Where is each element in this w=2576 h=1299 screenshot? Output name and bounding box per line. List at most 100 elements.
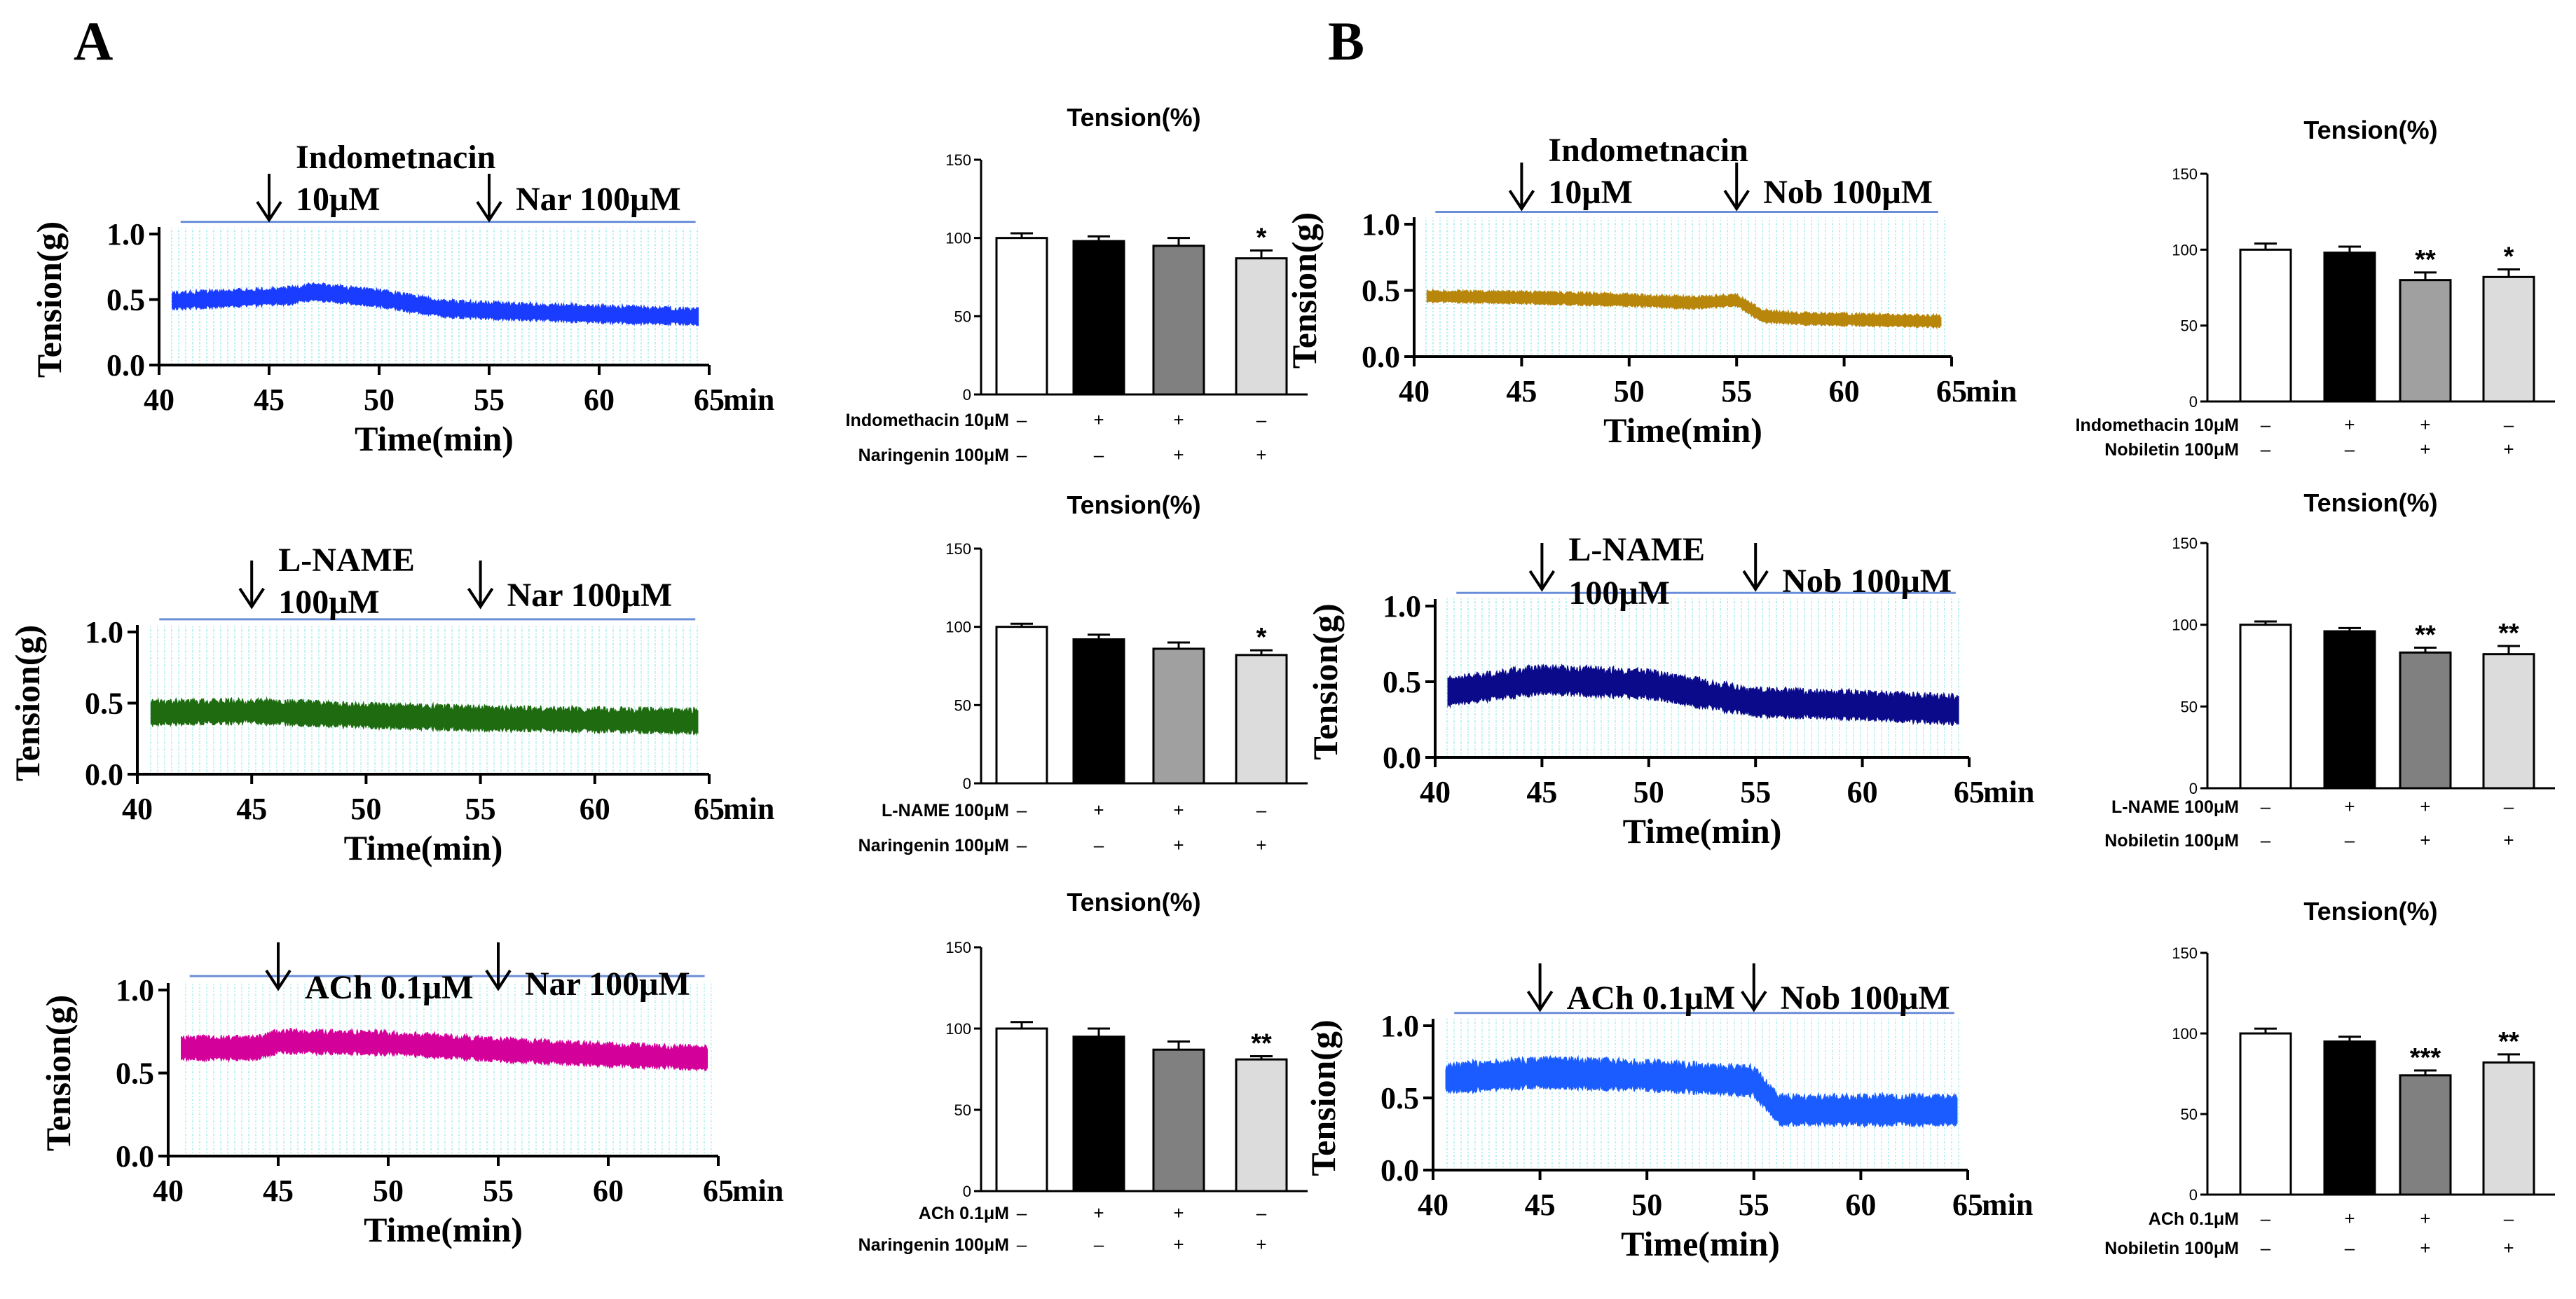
bar [1235,257,1288,396]
drug-arrow-icon [1526,963,1554,1012]
treatment-mark: + [1173,799,1184,820]
x-tick-label: 50 [1633,775,1664,809]
bar-y-tick-label: 150 [945,151,971,169]
treatment-mark: – [2261,1208,2271,1229]
treatment-mark: + [1093,1202,1104,1223]
bar-y-tick-label: 0 [2189,1186,2198,1204]
y-tick-label: 0.0 [107,348,145,383]
bar [2239,624,2292,790]
treatment-mark: – [2504,414,2514,435]
bar-chart-title: Tension(%) [2303,897,2437,926]
x-tick-label: 65 [1952,1188,1983,1222]
trace-grid [149,624,703,774]
treatment-mark: – [1017,834,1027,855]
bar-y-tick-label: 150 [2172,535,2198,552]
x-tick-label: 55 [465,792,496,826]
treatment-mark: – [2261,796,2271,817]
panel-label-a: A [74,11,113,71]
treatment-label: Nobiletin 100μM [2104,1239,2239,1258]
x-tick-label: 45 [254,383,285,417]
significance-marker: ** [2498,1027,2519,1057]
bar-y-tick-label: 0 [963,386,971,404]
bar [2323,252,2376,403]
drug-arrow-icon [485,942,512,991]
bar-y-tick-label: 100 [945,1020,971,1038]
bar-y-tick-label: 100 [945,619,971,636]
bar-chart-title: Tension(%) [2303,488,2437,517]
drug-annotation: Nar 100μM [516,181,681,218]
bar [2482,653,2535,790]
x-axis-label: Time(min) [364,1210,523,1249]
x-unit-label: min [1982,1188,2033,1222]
treatment-mark: + [2420,830,2430,851]
x-tick-label: 40 [144,383,174,417]
x-unit-label: min [723,383,774,417]
y-tick-label: 1.0 [85,615,123,650]
drug-annotation: L-NAME [278,542,415,579]
bar [1072,638,1125,785]
drug-arrow-icon [476,174,502,223]
bar-y-tick-label: 0 [963,1183,971,1200]
bar-y-tick-label: 0 [963,775,971,792]
drug-arrow-icon [238,561,265,610]
treatment-mark: – [1017,409,1027,430]
drug-annotation: Nob 100μM [1781,980,1950,1017]
x-axis-label: Time(min) [1621,1224,1780,1263]
bar [1235,1058,1288,1193]
bar-y-tick-label: 0 [2189,393,2198,411]
drug-arrow-icon [265,942,292,991]
treatment-mark: – [2345,439,2355,460]
significance-marker: *** [2410,1043,2441,1073]
significance-marker: ** [1251,1029,1272,1058]
y-axis-label: Tension(g) [1284,212,1324,369]
y-tick-label: 0.0 [1383,741,1421,775]
trace-signal [1426,288,1942,329]
bar-y-tick-label: 150 [2172,165,2198,183]
drug-annotation: 100μM [1568,575,1670,612]
bar [2482,1061,2535,1196]
x-tick-label: 45 [1525,1188,1556,1222]
bar-y-tick-label: 0 [2189,780,2198,797]
treatment-mark: – [1017,799,1027,820]
treatment-mark: – [1256,1202,1267,1223]
bar [2399,651,2452,790]
trace-signal [181,1027,708,1072]
treatment-mark: + [1173,444,1184,465]
y-axis-label: Tension(g) [1306,603,1345,760]
treatment-label: Nobiletin 100μM [2104,440,2239,460]
treatment-mark: + [1256,444,1266,465]
bar [2323,630,2376,790]
y-tick-label: 0.5 [107,283,145,317]
drug-annotation: 100μM [278,584,380,621]
bar [2399,279,2452,403]
x-tick-label: 45 [236,792,267,826]
x-axis-label: Time(min) [344,828,503,867]
bar [1072,240,1125,396]
bar-chart-title: Tension(%) [1067,103,1200,132]
treatment-mark: + [1093,409,1104,430]
x-tick-label: 65 [694,792,725,826]
treatment-mark: – [2261,414,2271,435]
bar-chart-B2-bar: Tension(%) 0 50 100 150 ** ** L-NAME 100μM – + + – N… [2104,488,2555,851]
x-tick-label: 55 [474,383,505,417]
treatment-label: Indomethacin 10μM [2076,415,2239,435]
x-tick-label: 40 [1418,1188,1448,1222]
y-tick-label: 0.5 [1383,665,1421,699]
bar-y-tick-label: 150 [945,540,971,558]
treatment-mark: – [2504,1208,2514,1229]
bar [2482,275,2535,403]
drug-arrow-icon [256,174,282,223]
bar [2239,1032,2292,1196]
y-tick-label: 1.0 [1381,1009,1419,1043]
x-tick-label: 65 [1936,374,1967,408]
drug-annotation: Indometnacin [1548,132,1748,169]
y-tick-label: 0.5 [1381,1081,1419,1115]
x-tick-label: 60 [584,383,615,417]
y-tick-label: 1.0 [107,217,145,252]
bar [1152,245,1205,396]
